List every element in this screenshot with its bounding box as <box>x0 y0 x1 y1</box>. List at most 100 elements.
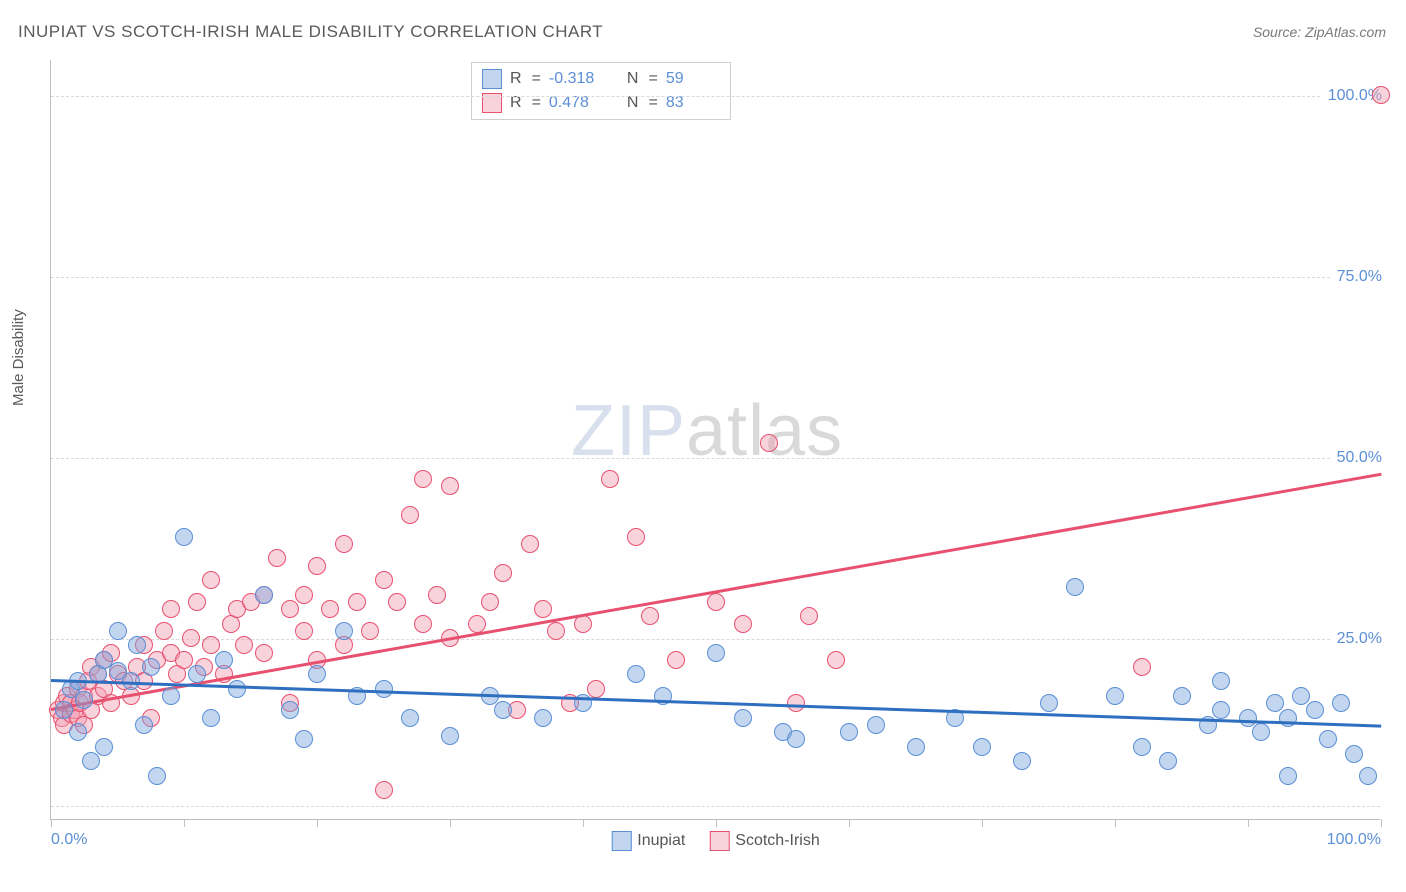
inupiat-marker <box>867 716 885 734</box>
legend-n-value: 59 <box>666 70 720 88</box>
inupiat-marker <box>228 680 246 698</box>
scotch-irish-marker <box>235 636 253 654</box>
x-tick <box>716 819 717 827</box>
inupiat-marker <box>188 665 206 683</box>
inupiat-marker <box>1013 752 1031 770</box>
inupiat-marker <box>308 665 326 683</box>
scotch-irish-marker <box>335 535 353 553</box>
x-tick <box>583 819 584 827</box>
legend-r-value: -0.318 <box>549 70 603 88</box>
scotch-irish-marker <box>155 622 173 640</box>
scotch-irish-marker <box>281 600 299 618</box>
inupiat-marker <box>135 716 153 734</box>
legend-label-scotch-irish: Scotch-Irish <box>735 832 819 849</box>
inupiat-marker <box>109 622 127 640</box>
scotch-irish-marker <box>361 622 379 640</box>
scotch-irish-marker <box>521 535 539 553</box>
inupiat-marker <box>1252 723 1270 741</box>
x-tick <box>1248 819 1249 827</box>
inupiat-marker <box>75 691 93 709</box>
scotch-irish-marker <box>414 470 432 488</box>
inupiat-marker <box>295 730 313 748</box>
scotch-irish-marker <box>441 477 459 495</box>
gridline <box>51 806 1380 807</box>
legend-stats: R = -0.318 N = 59 R = 0.478 N = 83 <box>471 62 731 120</box>
inupiat-marker <box>1212 701 1230 719</box>
inupiat-marker <box>255 586 273 604</box>
y-axis-label: Male Disability <box>10 309 27 406</box>
legend-swatch-inupiat <box>611 831 631 851</box>
scotch-irish-marker <box>175 651 193 669</box>
legend-r-label: R <box>510 70 522 88</box>
inupiat-marker <box>215 651 233 669</box>
plot-area: ZIPatlas R = -0.318 N = 59 R = 0.478 N =… <box>50 60 1380 820</box>
inupiat-marker <box>1106 687 1124 705</box>
scotch-irish-marker <box>202 571 220 589</box>
inupiat-marker <box>840 723 858 741</box>
scotch-irish-marker <box>1372 86 1390 104</box>
inupiat-marker <box>128 636 146 654</box>
inupiat-marker <box>335 622 353 640</box>
y-tick-label: 25.0% <box>1331 630 1382 648</box>
inupiat-marker <box>1066 578 1084 596</box>
scotch-irish-marker <box>534 600 552 618</box>
scotch-irish-marker <box>401 506 419 524</box>
legend-item-inupiat: Inupiat <box>611 831 685 851</box>
x-tick <box>184 819 185 827</box>
inupiat-marker <box>534 709 552 727</box>
legend-n-label: N <box>627 70 639 88</box>
legend-row-scotch-irish: R = 0.478 N = 83 <box>482 91 720 115</box>
scotch-irish-marker <box>414 615 432 633</box>
chart-title: INUPIAT VS SCOTCH-IRISH MALE DISABILITY … <box>18 22 603 42</box>
x-tick <box>1115 819 1116 827</box>
inupiat-marker <box>787 730 805 748</box>
scotch-irish-trendline <box>51 473 1381 711</box>
scotch-irish-marker <box>494 564 512 582</box>
gridline <box>51 277 1380 278</box>
scotch-irish-marker <box>587 680 605 698</box>
scotch-irish-marker <box>428 586 446 604</box>
inupiat-marker <box>1173 687 1191 705</box>
inupiat-marker <box>1159 752 1177 770</box>
inupiat-marker <box>162 687 180 705</box>
gridline <box>51 96 1380 97</box>
legend-row-inupiat: R = -0.318 N = 59 <box>482 67 720 91</box>
inupiat-marker <box>375 680 393 698</box>
scotch-irish-marker <box>734 615 752 633</box>
inupiat-marker <box>441 727 459 745</box>
scotch-irish-marker <box>1133 658 1151 676</box>
inupiat-marker <box>142 658 160 676</box>
x-tick <box>1381 819 1382 827</box>
inupiat-marker <box>401 709 419 727</box>
source-attribution: Source: ZipAtlas.com <box>1253 24 1386 40</box>
inupiat-marker <box>973 738 991 756</box>
inupiat-marker <box>202 709 220 727</box>
scotch-irish-marker <box>760 434 778 452</box>
scotch-irish-marker <box>481 593 499 611</box>
inupiat-marker <box>1292 687 1310 705</box>
scotch-irish-marker <box>388 593 406 611</box>
inupiat-marker <box>148 767 166 785</box>
scotch-irish-marker <box>295 622 313 640</box>
inupiat-marker <box>55 701 73 719</box>
y-tick-label: 50.0% <box>1331 449 1382 467</box>
x-tick <box>849 819 850 827</box>
scotch-irish-marker <box>787 694 805 712</box>
scotch-irish-marker <box>255 644 273 662</box>
legend-swatch-scotch-irish <box>709 831 729 851</box>
inupiat-marker <box>494 701 512 719</box>
inupiat-marker <box>627 665 645 683</box>
scotch-irish-marker <box>627 528 645 546</box>
equals-sign: = <box>532 70 541 88</box>
source-link[interactable]: ZipAtlas.com <box>1305 24 1386 40</box>
inupiat-marker <box>1239 709 1257 727</box>
x-tick <box>450 819 451 827</box>
inupiat-marker <box>1319 730 1337 748</box>
scotch-irish-marker <box>348 593 366 611</box>
scotch-irish-marker <box>667 651 685 669</box>
inupiat-marker <box>1306 701 1324 719</box>
scotch-irish-marker <box>641 607 659 625</box>
watermark: ZIPatlas <box>571 390 843 472</box>
inupiat-marker <box>95 738 113 756</box>
scotch-irish-marker <box>321 600 339 618</box>
